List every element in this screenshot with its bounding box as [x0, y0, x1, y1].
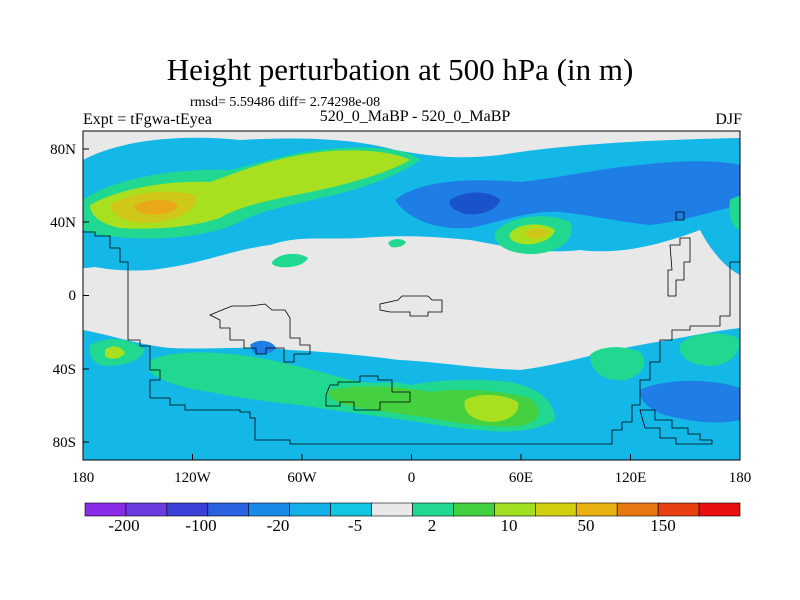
colorbar-label: -200 [108, 516, 139, 535]
contour-north-orange [134, 199, 178, 215]
contour-south-green-far-east [679, 333, 739, 366]
colorbar-label: 150 [650, 516, 676, 535]
contour-west-cyan-lobe [83, 238, 118, 268]
colorbar-swatch [166, 502, 209, 517]
contour-south-blue-east [639, 380, 740, 423]
colorbar-swatch [657, 502, 700, 517]
lon-tick-label: 120W [174, 470, 212, 486]
contour-north-deepblue [449, 192, 500, 215]
colorbar-swatch [698, 502, 741, 517]
lat-axis: 80N 40N 0 40S 80S [50, 142, 89, 451]
contour-south-blue-small [250, 340, 276, 355]
lon-tick-label: 0 [408, 470, 416, 486]
colorbar-swatch [248, 502, 290, 517]
stats-label: rmsd= 5.59486 diff= 2.74298e-08 [190, 95, 381, 110]
colorbar-labels: -200 -100 -20 -5 2 10 50 150 [108, 516, 675, 535]
lat-tick-label: 80S [53, 435, 76, 451]
colorbar-swatch [575, 502, 618, 517]
lon-tick-label: 180 [729, 470, 752, 486]
contour-fields [83, 137, 740, 460]
lat-tick-label: 40N [50, 215, 76, 231]
colorbar-swatch [494, 502, 536, 517]
colorbar-swatch [289, 502, 331, 517]
colorbar-label: 10 [501, 516, 518, 535]
colorbar-label: -5 [348, 516, 362, 535]
colorbar-swatch [453, 502, 495, 517]
lon-tick-label: 120E [615, 470, 647, 486]
lon-tick-label: 60E [509, 470, 533, 486]
contour-south-lightgreen-mid [464, 394, 519, 422]
colorbar [84, 502, 741, 517]
colorbar-swatch [412, 502, 454, 517]
colorbar-swatch [125, 502, 168, 517]
lat-tick-label: 0 [69, 288, 77, 304]
colorbar-swatch [84, 502, 127, 517]
colorbar-label: -100 [185, 516, 216, 535]
colorbar-swatch [371, 502, 413, 517]
contour-small-green [271, 253, 308, 268]
colorbar-swatch [616, 502, 659, 517]
colorbar-label: 2 [428, 516, 437, 535]
contour-east-green-edge [729, 196, 740, 230]
colorbar-swatch [330, 502, 372, 517]
colorbar-label: -20 [267, 516, 290, 535]
lat-tick-label: 40S [53, 362, 76, 378]
contour-south-lightgreen-west [105, 346, 125, 359]
contour-small-green-2 [388, 239, 406, 248]
lon-tick-label: 180 [72, 470, 95, 486]
contour-east-yellow-blob [524, 227, 549, 239]
lon-axis: 180 120W 60W 0 60E 120E 180 [72, 454, 752, 486]
contour-south-green-east [590, 347, 645, 381]
colorbar-swatch [535, 502, 577, 517]
lon-tick-label: 60W [287, 470, 317, 486]
coastlines [83, 211, 740, 445]
season-label: DJF [715, 111, 742, 128]
colorbar-label: 50 [578, 516, 595, 535]
plot-title: Height perturbation at 500 hPa (in m) [166, 52, 634, 87]
experiment-label: Expt = tFgwa-tEyea [83, 111, 212, 128]
comparison-label: 520_0_MaBP - 520_0_MaBP [319, 108, 511, 125]
lat-tick-label: 80N [50, 142, 76, 158]
colorbar-swatch [207, 502, 250, 517]
